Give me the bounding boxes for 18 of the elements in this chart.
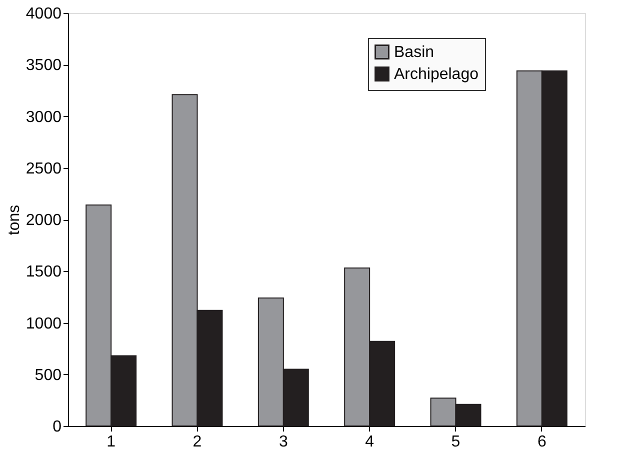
y-tick-label: 3500: [26, 57, 62, 74]
x-tick-label: 1: [106, 434, 116, 450]
x-tick-label: 6: [537, 434, 546, 450]
x-tick-label: 5: [451, 434, 460, 450]
legend-label: Archipelago: [394, 66, 479, 83]
y-tick-label: 500: [34, 366, 62, 384]
y-tick-label: 2000: [26, 212, 62, 229]
y-tick-label: 1500: [26, 264, 62, 281]
legend-label: Basin: [394, 44, 434, 61]
y-tick-label: 1000: [26, 315, 62, 332]
y-tick-label: 3000: [26, 108, 62, 126]
y-axis-title: tons: [6, 204, 23, 236]
x-tick-label: 2: [192, 434, 202, 450]
x-tick-label: 3: [278, 434, 288, 450]
y-tick-label: 4000: [26, 6, 62, 22]
x-tick-label: 4: [365, 434, 374, 450]
y-tick-label: 2500: [26, 160, 62, 178]
y-tick-label: 0: [52, 418, 62, 436]
